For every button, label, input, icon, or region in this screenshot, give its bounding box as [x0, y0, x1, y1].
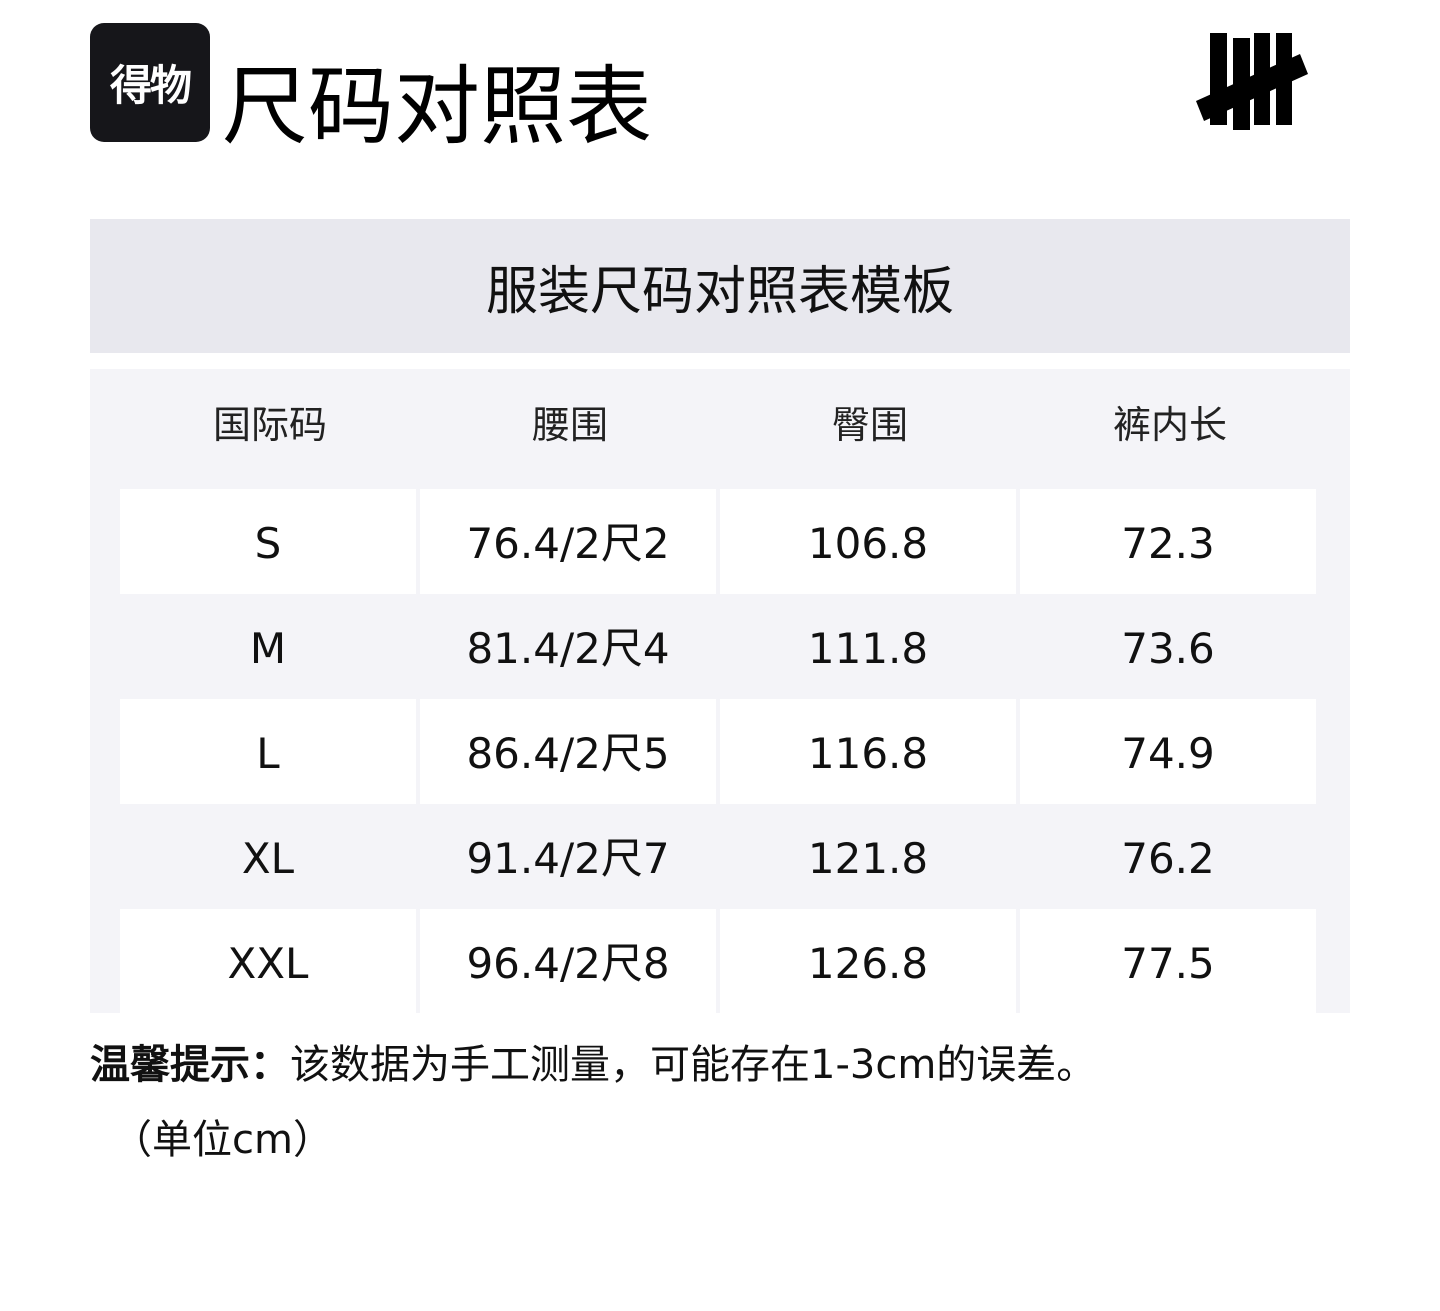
- brand-logo-icon: [1196, 33, 1308, 130]
- table-cell: 121.8: [807, 834, 929, 883]
- table-cell: 74.9: [1020, 699, 1316, 804]
- table-caption: 服装尺码对照表模板: [90, 219, 1350, 353]
- table-cell: 73.6: [1121, 624, 1215, 673]
- page-title: 尺码对照表: [222, 57, 652, 157]
- column-header: 腰围: [531, 403, 608, 447]
- table-cell: 116.8: [720, 699, 1016, 804]
- app-logo: 得物: [90, 23, 210, 142]
- unit-note: （单位cm）: [112, 1117, 333, 1163]
- table-row: S 76.4/2尺2 106.8 72.3: [120, 489, 1320, 594]
- table-cell: 91.4/2尺7: [466, 834, 670, 883]
- table-row: M 81.4/2尺4 111.8 73.6: [120, 594, 1320, 699]
- note-text: 该数据为手工测量，可能存在1-3cm的误差。: [290, 1042, 1097, 1088]
- table-cell: 81.4/2尺4: [466, 624, 670, 673]
- table-row: XXL 96.4/2尺8 126.8 77.5: [120, 909, 1320, 1013]
- table-cell: S: [120, 489, 416, 594]
- column-header: 国际码: [212, 403, 327, 447]
- table-cell: 126.8: [720, 909, 1016, 1013]
- note: 温馨提示：该数据为手工测量，可能存在1-3cm的误差。: [90, 1035, 1096, 1095]
- table-cell: XL: [241, 834, 295, 883]
- table-cell: 76.2: [1121, 834, 1215, 883]
- table-cell: 96.4/2尺8: [420, 909, 716, 1013]
- table-cell: 72.3: [1020, 489, 1316, 594]
- table-cell: XXL: [120, 909, 416, 1013]
- table-cell: M: [249, 624, 287, 673]
- table-row: L 86.4/2尺5 116.8 74.9: [120, 699, 1320, 804]
- size-table: 国际码 腰围 臀围 裤内长 S 76.4/2尺2 106.8 72.3 M 81.4/2尺…: [90, 369, 1350, 1013]
- table-cell: L: [120, 699, 416, 804]
- table-cell: 77.5: [1020, 909, 1316, 1013]
- column-header: 裤内长: [1112, 403, 1227, 447]
- table-header: 国际码 腰围 臀围 裤内长: [120, 369, 1320, 489]
- table-cell: 111.8: [807, 624, 929, 673]
- table-cell: 106.8: [720, 489, 1016, 594]
- column-header: 臀围: [831, 403, 908, 447]
- table-cell: 86.4/2尺5: [420, 699, 716, 804]
- note-label: 温馨提示：: [90, 1042, 290, 1088]
- table-row: XL 91.4/2尺7 121.8 76.2: [120, 804, 1320, 909]
- table-cell: 76.4/2尺2: [420, 489, 716, 594]
